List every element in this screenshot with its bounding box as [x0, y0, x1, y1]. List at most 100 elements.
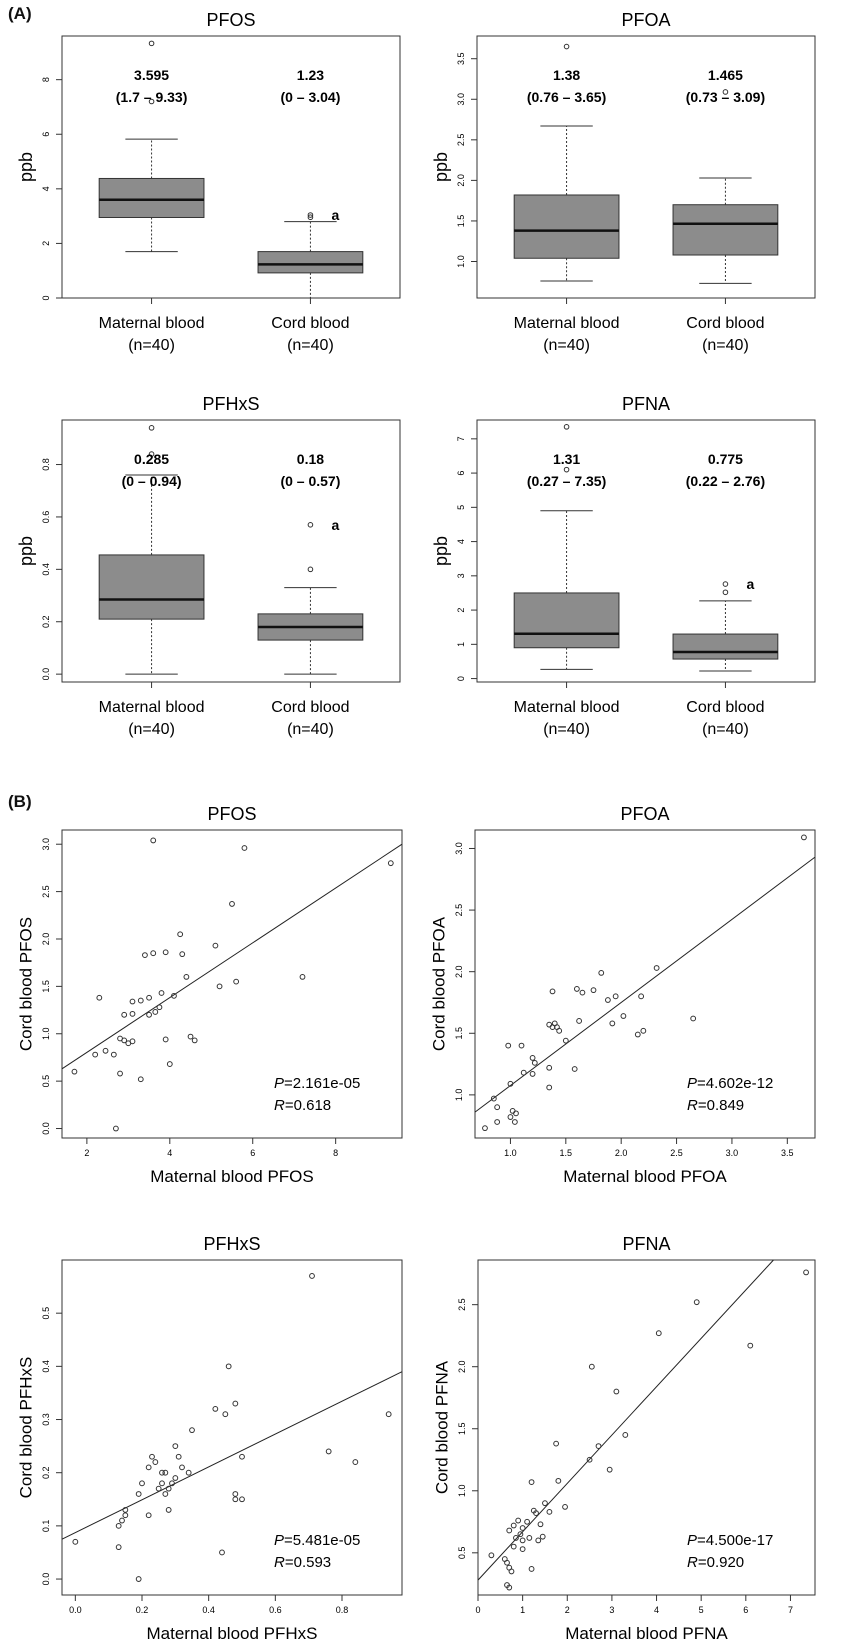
data-point: [162, 1469, 169, 1476]
y-tick-label: 2.5: [456, 134, 466, 147]
data-point: [546, 1064, 553, 1071]
data-point: [145, 1512, 152, 1519]
data-point: [216, 983, 223, 990]
data-point: [137, 997, 144, 1004]
data-point: [598, 970, 605, 976]
y-tick-label: 2.0: [41, 933, 51, 946]
plot-frame: [61, 419, 401, 683]
y-tick-label: 3: [456, 573, 466, 578]
data-point: [509, 1107, 516, 1114]
data-point: [528, 1566, 535, 1572]
box-iqr: [672, 204, 779, 256]
x-tick-label: 2: [84, 1148, 89, 1158]
plot-frame: [61, 829, 403, 1139]
data-point: [122, 1512, 129, 1519]
data-point: [595, 1443, 602, 1450]
y-tick-label: 0.1: [41, 1520, 51, 1533]
data-point: [612, 993, 619, 1000]
category-label: Maternal blood: [514, 699, 620, 716]
y-tick-label: 0.0: [41, 1122, 51, 1135]
outlier-point: [307, 566, 314, 573]
y-axis-label: ppb: [431, 152, 451, 182]
chart-title: PFOA: [621, 10, 670, 30]
data-point: [139, 1480, 145, 1487]
data-point: [526, 1535, 533, 1541]
data-point: [531, 1059, 538, 1066]
data-point: [488, 1552, 495, 1559]
box-iqr: [98, 177, 205, 218]
data-point: [571, 1066, 578, 1072]
x-tick-label: 4: [654, 1605, 659, 1615]
data-point: [232, 1496, 239, 1503]
outlier-point: [722, 89, 729, 95]
data-point: [212, 942, 219, 949]
y-axis-label: Cord blood PFOA: [430, 916, 449, 1051]
data-point: [159, 1469, 165, 1476]
y-tick-label: 2: [456, 608, 466, 613]
y-tick-label: 1.0: [41, 1027, 51, 1040]
x-tick-label: 3.5: [781, 1148, 794, 1158]
data-point: [325, 1448, 332, 1455]
x-tick-label: 8: [333, 1148, 338, 1158]
median-annotation: 3.595: [134, 67, 169, 83]
outlier-point: [722, 589, 729, 596]
data-point: [177, 931, 184, 938]
x-tick-label: 5: [699, 1605, 704, 1615]
x-tick-label: 1: [520, 1605, 525, 1615]
box-iqr: [513, 592, 620, 649]
data-point: [162, 1036, 169, 1043]
median-annotation: 1.23: [297, 67, 324, 83]
y-tick-label: 0.0: [41, 668, 51, 681]
category-count: (n=40): [543, 721, 590, 738]
significance-label: a: [747, 576, 755, 592]
data-point: [352, 1459, 359, 1465]
data-point: [145, 1464, 152, 1471]
outlier-point: [148, 425, 155, 431]
y-tick-label: 3.0: [41, 838, 51, 851]
data-point: [609, 1020, 616, 1027]
data-point: [588, 1363, 595, 1370]
range-annotation: (1.7 – 9.33): [116, 89, 188, 105]
data-point: [505, 1042, 512, 1049]
regression-line: [474, 856, 816, 1113]
y-tick-label: 4: [456, 539, 466, 544]
p-value-annotation: P=4.602e-12: [687, 1075, 773, 1092]
p-value-annotation: P=5.481e-05: [274, 1532, 360, 1549]
y-tick-label: 0: [456, 676, 466, 681]
data-point: [239, 1496, 245, 1503]
panel-label-a: (A): [8, 4, 32, 23]
data-point: [117, 1070, 123, 1077]
category-count: (n=40): [287, 721, 334, 738]
p-value-annotation: P=2.161e-05: [274, 1075, 360, 1092]
data-point: [146, 994, 152, 1001]
median-annotation: 0.775: [708, 451, 743, 467]
y-tick-label: 0.5: [41, 1075, 51, 1088]
data-point: [233, 978, 240, 985]
data-point: [490, 1095, 497, 1102]
y-tick-label: 1: [456, 642, 466, 647]
data-point: [96, 994, 103, 1001]
y-tick-label: 6: [456, 471, 466, 476]
y-axis-label: ppb: [16, 536, 36, 566]
x-tick-label: 2.0: [615, 1148, 628, 1158]
y-tick-label: 0.5: [457, 1547, 467, 1560]
box-iqr: [257, 251, 364, 274]
median-annotation: 1.38: [553, 67, 580, 83]
data-point: [506, 1527, 513, 1534]
outlier-point: [148, 98, 155, 105]
data-point: [232, 1400, 239, 1407]
outlier-point: [563, 43, 570, 50]
x-tick-label: 0.6: [269, 1605, 282, 1615]
y-tick-label: 0.4: [41, 1360, 51, 1373]
y-tick-label: 0.2: [41, 1466, 51, 1479]
plot-frame: [477, 1259, 816, 1596]
y-tick-label: 3.0: [456, 93, 466, 106]
data-point: [620, 1013, 627, 1019]
data-point: [150, 837, 157, 844]
category-count: (n=40): [128, 337, 175, 354]
data-point: [172, 1475, 179, 1481]
data-point: [640, 1027, 647, 1034]
regression-line: [477, 1259, 774, 1581]
category-label: Cord blood: [271, 699, 349, 716]
y-tick-label: 2.5: [457, 1298, 467, 1311]
